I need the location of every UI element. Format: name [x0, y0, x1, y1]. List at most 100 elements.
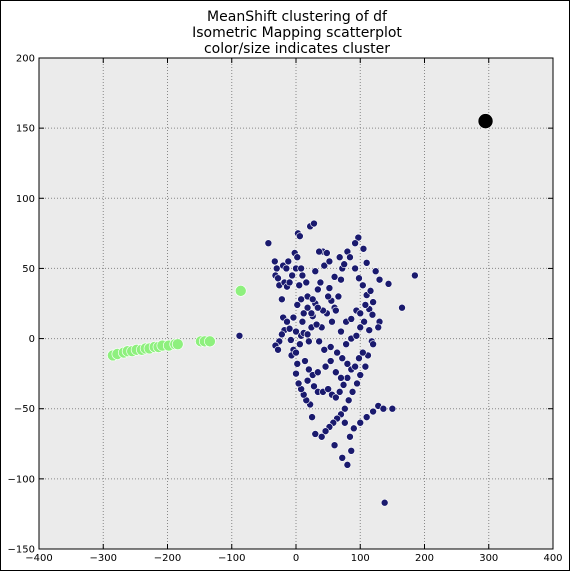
data-point: [340, 260, 348, 269]
data-point: [287, 336, 295, 344]
data-point: [361, 362, 370, 371]
data-point: [301, 357, 309, 365]
data-point: [342, 340, 350, 348]
data-point: [299, 309, 308, 318]
data-point: [314, 285, 322, 294]
data-point: [365, 326, 374, 334]
data-point: [347, 315, 356, 323]
data-point: [303, 376, 312, 385]
data-point: [335, 253, 344, 262]
data-point: [359, 281, 367, 290]
y-tick-label: 150: [16, 124, 35, 135]
data-point: [283, 317, 291, 326]
data-point: [278, 330, 286, 339]
data-point: [320, 345, 329, 354]
data-point: [369, 407, 377, 416]
data-point: [308, 413, 316, 421]
x-tick-label: 0: [293, 553, 299, 564]
data-point: [234, 285, 247, 297]
y-tick-label: −100: [8, 474, 35, 485]
data-point: [352, 331, 361, 340]
data-point: [361, 301, 370, 309]
data-point: [351, 264, 359, 273]
data-point: [335, 388, 344, 396]
y-tick-label: 100: [16, 194, 35, 205]
data-point: [348, 388, 357, 396]
data-point: [316, 278, 325, 287]
data-point: [321, 427, 330, 435]
data-point: [351, 362, 359, 371]
data-point: [346, 432, 354, 441]
data-point: [282, 264, 291, 273]
data-point: [293, 360, 302, 368]
data-point: [293, 253, 302, 262]
data-point: [324, 292, 332, 301]
data-point: [302, 278, 311, 287]
data-point: [296, 232, 304, 240]
data-point: [356, 418, 365, 427]
data-point: [284, 257, 293, 266]
data-point: [379, 404, 388, 413]
data-point: [326, 357, 335, 365]
data-point: [314, 368, 322, 377]
data-point: [325, 284, 334, 292]
data-point: [338, 454, 347, 462]
data-point: [330, 441, 339, 449]
y-tick-label: 50: [22, 264, 35, 275]
title-line-1: MeanShift clustering of df: [207, 9, 388, 25]
data-point: [293, 301, 302, 309]
data-point: [355, 354, 363, 363]
data-point: [303, 303, 312, 312]
data-point: [303, 330, 312, 339]
data-point: [296, 340, 304, 348]
data-point: [307, 309, 316, 318]
y-tick-label: −150: [8, 545, 35, 556]
data-point: [317, 432, 326, 441]
y-axis-ticks: −150 −100 −50 0 50 100 150 200: [8, 54, 553, 556]
data-point: [320, 261, 329, 270]
data-point: [297, 295, 305, 304]
data-point: [298, 271, 307, 280]
x-tick-label: 400: [543, 553, 562, 564]
data-point: [310, 219, 318, 228]
series-0: [235, 219, 419, 507]
data-point: [341, 404, 349, 413]
data-point: [338, 354, 347, 363]
data-point: [311, 267, 320, 276]
data-point: [285, 278, 294, 287]
data-point: [356, 309, 365, 318]
x-tick-label: −200: [154, 553, 181, 564]
data-point: [371, 267, 380, 276]
data-point: [292, 369, 300, 378]
data-point: [354, 233, 363, 242]
data-point: [356, 323, 365, 332]
series-1: [107, 285, 247, 362]
data-point: [369, 298, 377, 306]
data-point: [326, 343, 335, 351]
data-point: [288, 271, 296, 280]
data-point: [294, 379, 303, 388]
chart-title: MeanShift clustering of df Isometric Map…: [192, 9, 402, 57]
data-point: [330, 273, 339, 281]
data-point: [350, 424, 358, 433]
data-point: [310, 382, 318, 391]
data-point: [344, 396, 353, 405]
data-point: [355, 274, 363, 283]
y-tick-label: −50: [14, 404, 35, 415]
data-point: [346, 253, 354, 262]
data-point: [375, 275, 384, 284]
data-point: [305, 337, 313, 346]
data-point: [289, 313, 298, 322]
data-point: [343, 360, 352, 368]
data-point: [311, 430, 320, 438]
data-point: [315, 247, 323, 256]
data-point: [362, 413, 371, 421]
data-point: [360, 317, 368, 326]
data-point: [339, 381, 348, 389]
data-point: [323, 249, 331, 257]
title-line-2: Isometric Mapping scatterplot: [192, 25, 402, 41]
data-point: [362, 259, 371, 267]
data-point: [305, 365, 313, 374]
